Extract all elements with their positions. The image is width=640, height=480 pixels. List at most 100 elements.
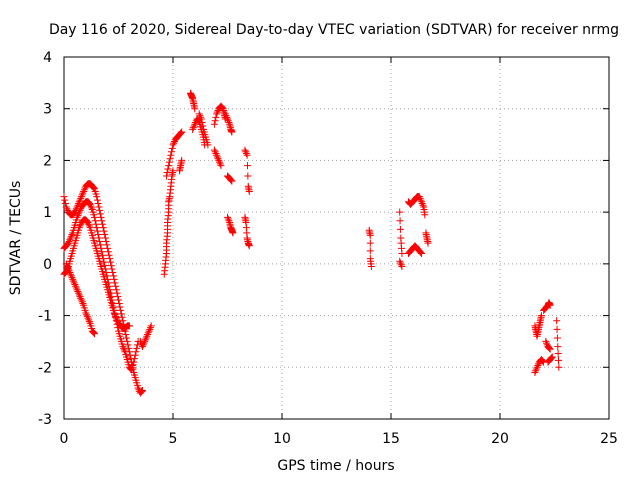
data-point [131, 351, 139, 359]
data-point [415, 193, 423, 201]
data-point [66, 268, 74, 276]
data-point [223, 113, 231, 121]
data-point [137, 388, 145, 396]
data-point [124, 341, 132, 349]
data-point [199, 122, 207, 130]
data-point [165, 158, 173, 166]
tick-labels: 0 5 10 15 20 25 -3 -2 -1 0 1 2 3 4 [38, 50, 618, 447]
data-point [76, 293, 84, 301]
data-point [85, 220, 93, 228]
data-point [67, 272, 75, 280]
data-point [168, 148, 176, 156]
data-point [64, 265, 72, 273]
data-point [105, 251, 113, 259]
data-point [396, 257, 404, 265]
data-point [224, 213, 231, 221]
data-point [147, 322, 155, 330]
data-point [138, 343, 146, 351]
data-point [66, 236, 74, 244]
series-track-3 [60, 216, 133, 332]
data-point [78, 298, 86, 306]
y-tick-label: -1 [38, 309, 52, 325]
data-point [553, 317, 561, 325]
data-point [417, 196, 425, 204]
data-point [397, 261, 405, 269]
y-axis-label: SDTVAR / TECUs [8, 181, 24, 296]
data-point [75, 210, 83, 218]
series-track-9 [186, 89, 199, 113]
data-point [93, 224, 101, 232]
series-track-8 [176, 156, 186, 175]
data-point [122, 334, 130, 342]
series-track-25 [531, 312, 545, 340]
data-point [538, 356, 546, 364]
data-point [176, 130, 184, 138]
data-point [111, 279, 119, 287]
data-point [366, 239, 374, 247]
data-point [547, 355, 555, 363]
data-point [115, 300, 123, 308]
data-point [221, 110, 229, 118]
data-point [75, 224, 83, 232]
data-point [198, 119, 206, 127]
data-point [68, 274, 76, 282]
data-point [396, 225, 404, 233]
data-point [70, 279, 78, 287]
data-point [107, 258, 115, 266]
data-point [213, 151, 221, 159]
data-point [197, 115, 205, 123]
data-point [130, 358, 138, 366]
data-point [114, 293, 122, 301]
data-point [229, 229, 237, 237]
data-point [243, 151, 251, 159]
data-point [92, 220, 100, 228]
series-track-26 [531, 356, 548, 376]
series-track-12 [210, 102, 229, 128]
x-tick-label: 10 [273, 431, 291, 447]
x-tick-label: 20 [491, 431, 509, 447]
data-point [243, 162, 251, 170]
data-point [139, 341, 147, 349]
data-point [76, 206, 84, 214]
y-tick-label: 1 [43, 205, 52, 221]
series-track-18 [241, 213, 253, 250]
data-point [555, 363, 563, 371]
data-point [64, 239, 72, 247]
data-point [216, 160, 224, 168]
data-point [226, 175, 234, 183]
series-track-4 [62, 260, 99, 338]
data-point [93, 193, 101, 201]
data-point [120, 344, 128, 352]
data-point [554, 343, 562, 351]
data-point [115, 296, 122, 304]
data-point [210, 146, 218, 154]
data-point [204, 141, 212, 149]
data-point [99, 220, 107, 228]
data-point [212, 150, 220, 158]
data-point [75, 198, 83, 206]
data-point [110, 275, 118, 283]
data-point [398, 262, 406, 270]
data-point [62, 260, 70, 268]
data-point [224, 117, 232, 125]
data-point [79, 189, 87, 197]
data-point [138, 387, 146, 395]
data-point [61, 200, 69, 208]
data-point [74, 287, 82, 295]
data-point [542, 337, 550, 345]
series-track-14 [221, 110, 236, 136]
data-point [196, 112, 204, 120]
data-point [91, 213, 99, 221]
data-point [132, 348, 140, 356]
data-point [67, 270, 75, 278]
data-point [146, 325, 154, 333]
data-point [120, 346, 128, 354]
data-point [65, 267, 73, 275]
data-point [225, 119, 233, 127]
grid-lines [64, 57, 609, 419]
data-point [67, 232, 75, 240]
data-point [79, 300, 87, 308]
data-point [546, 301, 554, 309]
